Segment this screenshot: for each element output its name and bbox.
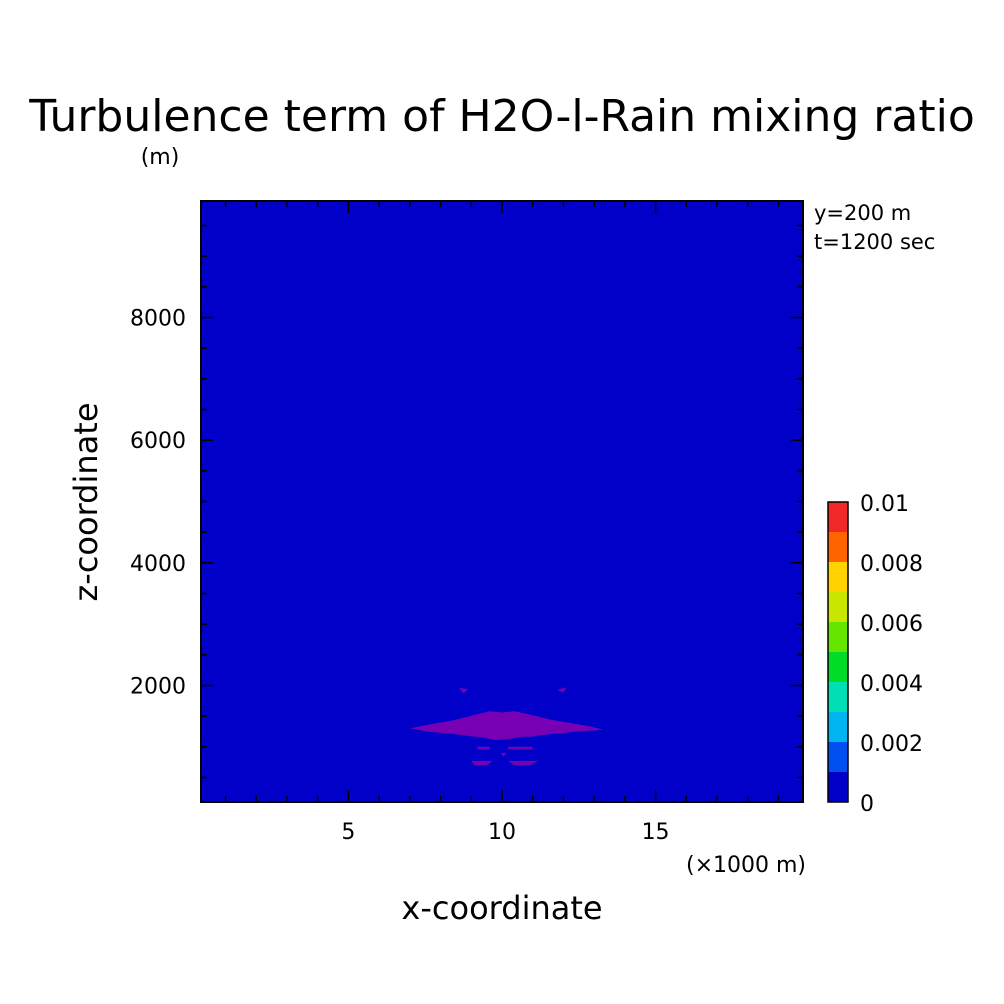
x-axis-unit: (×1000 m) [686, 853, 806, 878]
x-tick-label: 15 [642, 820, 670, 845]
annotation-t: t=1200 sec [814, 230, 935, 254]
colorbar-swatch [828, 532, 848, 562]
colorbar-swatch [828, 712, 848, 742]
colorbar-swatch [828, 742, 848, 772]
y-axis-unit: (m) [141, 145, 180, 170]
x-axis-label: x-coordinate [401, 889, 602, 927]
negative-blob-center-dot [500, 752, 507, 757]
colorbar-swatch [828, 682, 848, 712]
colorbar-swatch [828, 652, 848, 682]
y-tick-label: 4000 [130, 552, 186, 577]
x-tick-label: 5 [341, 820, 355, 845]
y-tick-labels: 2000 4000 6000 8000 [130, 307, 186, 700]
negative-blob-lower-right [508, 746, 533, 750]
colorbar-swatch [828, 562, 848, 592]
colorbar-label: 0 [860, 792, 874, 817]
x-tick-labels: 5 10 15 [341, 820, 669, 845]
chart-title: Turbulence term of H2O-l-Rain mixing rat… [28, 91, 974, 142]
contour-features [409, 687, 604, 766]
annotation-y: y=200 m [814, 201, 911, 225]
colorbar-frame [827, 501, 849, 803]
negative-blob-upper-left [459, 687, 469, 694]
negative-region [409, 711, 604, 741]
colorbar-label: 0.006 [860, 612, 923, 637]
colorbar [827, 501, 849, 803]
colorbar-swatch [828, 592, 848, 622]
colorbar-label: 0.002 [860, 732, 923, 757]
negative-blob-upper-right [557, 687, 567, 693]
x-tick-label: 10 [488, 820, 516, 845]
y-tick-label: 2000 [130, 674, 186, 699]
colorbar-swatch [828, 622, 848, 652]
plot-area [201, 201, 803, 802]
negative-blob-lower-left [477, 746, 490, 750]
y-tick-label: 6000 [130, 429, 186, 454]
y-axis-label: z-coordinate [67, 402, 105, 601]
colorbar-swatch [828, 772, 848, 802]
plot-frame [200, 200, 804, 803]
colorbar-label: 0.004 [860, 672, 923, 697]
negative-blob-bottom-left [471, 760, 493, 766]
y-tick-label: 8000 [130, 307, 186, 332]
colorbar-labels: 0 0.002 0.004 0.006 0.008 0.01 [860, 492, 923, 817]
colorbar-label: 0.008 [860, 552, 923, 577]
colorbar-swatch [828, 502, 848, 532]
colorbar-label: 0.01 [860, 492, 909, 517]
negative-blob-bottom-right [508, 760, 539, 766]
